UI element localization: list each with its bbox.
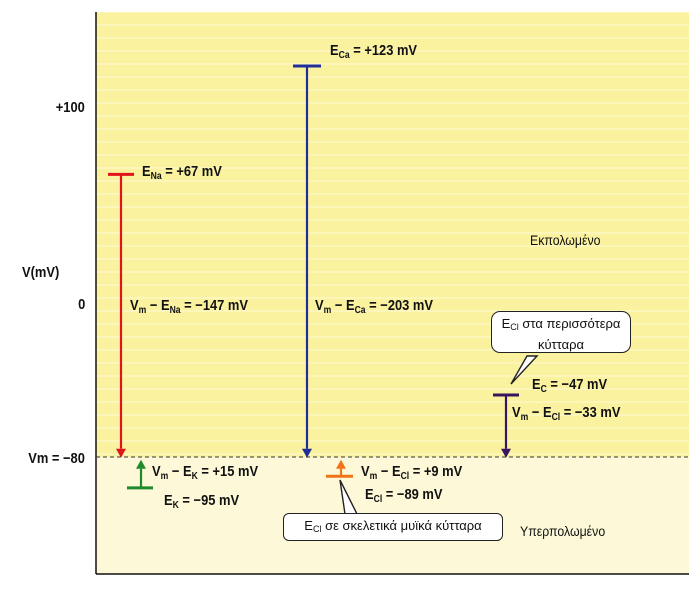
tick-label-plus100: +100	[55, 99, 85, 116]
callout-cl-general-line1: ECl στα περισσότερα	[501, 316, 621, 332]
y-axis-label: V(mV)	[22, 264, 60, 281]
depolarized-stripes	[96, 12, 689, 457]
driving-force-arrowhead-na	[116, 448, 126, 458]
vm-minus-e-cl-general-label: Vm − ECl = −33 mV	[512, 404, 621, 423]
tick-label-vm: Vm = −80	[28, 450, 85, 467]
e-k-label: EK = −95 mV	[164, 492, 240, 511]
driving-force-arrowhead-ca	[302, 448, 312, 458]
callout-pointer-cl-general	[510, 355, 539, 385]
driving-force-arrowhead-k	[136, 459, 146, 469]
callout-cl-muscle: ECl σε σκελετικά μυϊκά κύτταρα	[283, 513, 503, 541]
callout-cl-general: ECl στα περισσότερα κύτταρα	[491, 311, 631, 353]
e-cl-general-label: EC = −47 mV	[532, 376, 608, 395]
driving-force-arrowhead-cl_muscle	[336, 459, 346, 469]
vm-minus-e-ca-label: Vm − ECa = −203 mV	[315, 297, 434, 316]
vm-minus-e-na-label: Vm − ENa = −147 mV	[130, 297, 249, 316]
e-cl-muscle-label: ECl = −89 mV	[365, 486, 443, 505]
tick-label-zero: 0	[77, 296, 85, 313]
callout-cl-general-line2: κύτταρα	[537, 337, 585, 352]
depolarized-label: Εκπολωμένο	[530, 232, 601, 248]
vm-minus-e-k-label: Vm − EK = +15 mV	[152, 463, 259, 482]
driving-force-arrowhead-cl_general	[501, 448, 511, 458]
vm-minus-e-cl-muscle-label: Vm − ECl = +9 mV	[361, 463, 463, 482]
hyperpolarized-label: Υπερπολωμένο	[520, 523, 606, 539]
e-ca-label: ECa = +123 mV	[330, 42, 418, 61]
e-na-label: ENa = +67 mV	[142, 163, 222, 182]
